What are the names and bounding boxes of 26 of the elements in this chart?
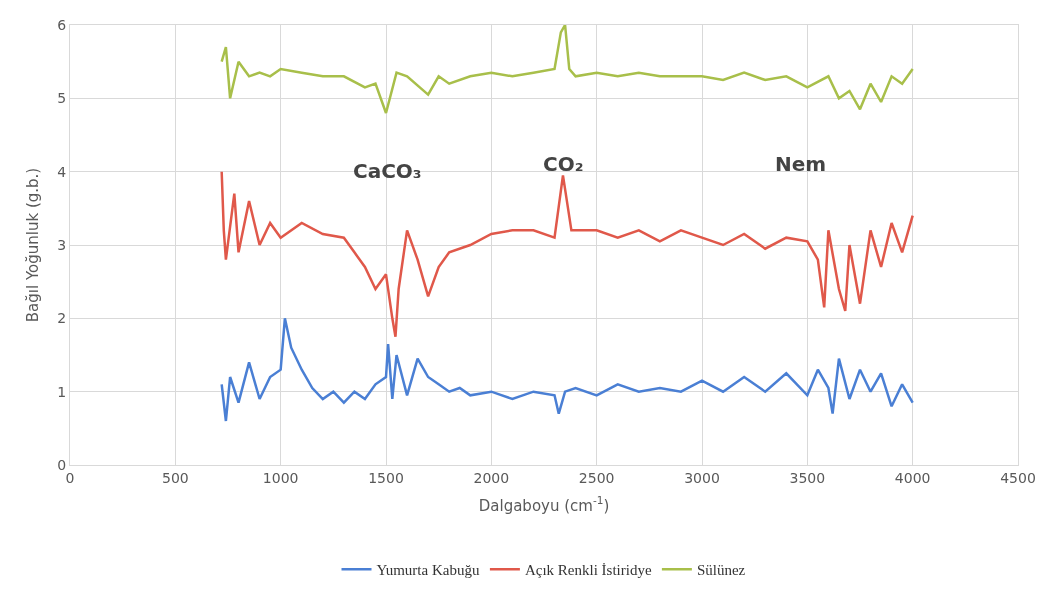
x-tick-label: 1000 bbox=[262, 469, 299, 486]
y-tick-label: 3 bbox=[57, 236, 67, 253]
x-axis-title: Dalgaboyu (cm$^{-1}$) bbox=[478, 494, 610, 515]
y-tick-label: 6 bbox=[57, 16, 67, 33]
annotation: Nem bbox=[775, 152, 827, 176]
line-series bbox=[220, 317, 914, 423]
x-tick-label: 3000 bbox=[684, 469, 720, 486]
y-axis-title: Bağıl Yoğunluk (g.b.) bbox=[23, 167, 42, 323]
y-tick-label: 1 bbox=[57, 383, 67, 400]
annotation: CaCO₃ bbox=[353, 159, 422, 183]
x-tick-label: 1500 bbox=[368, 469, 404, 486]
x-tick-label: 2500 bbox=[578, 469, 615, 486]
x-tick-label: 2000 bbox=[473, 469, 510, 486]
legend-label: Yumurta Kabuğu bbox=[376, 562, 480, 579]
x-tick-label: 500 bbox=[161, 469, 189, 486]
x-tick-label: 4000 bbox=[894, 469, 931, 486]
y-tick-label: 5 bbox=[57, 90, 67, 107]
y-tick-label: 0 bbox=[57, 456, 67, 473]
annotation: CO₂ bbox=[543, 152, 584, 176]
legend-label: Açık Renkli İstiridye bbox=[524, 562, 652, 579]
x-tick-label: 3500 bbox=[789, 469, 826, 486]
line-series bbox=[220, 25, 914, 115]
legend-label: Sülünez bbox=[696, 562, 746, 579]
x-tick-label: 4500 bbox=[1000, 469, 1036, 486]
y-tick-label: 4 bbox=[57, 163, 67, 180]
y-tick-label: 2 bbox=[57, 310, 67, 327]
